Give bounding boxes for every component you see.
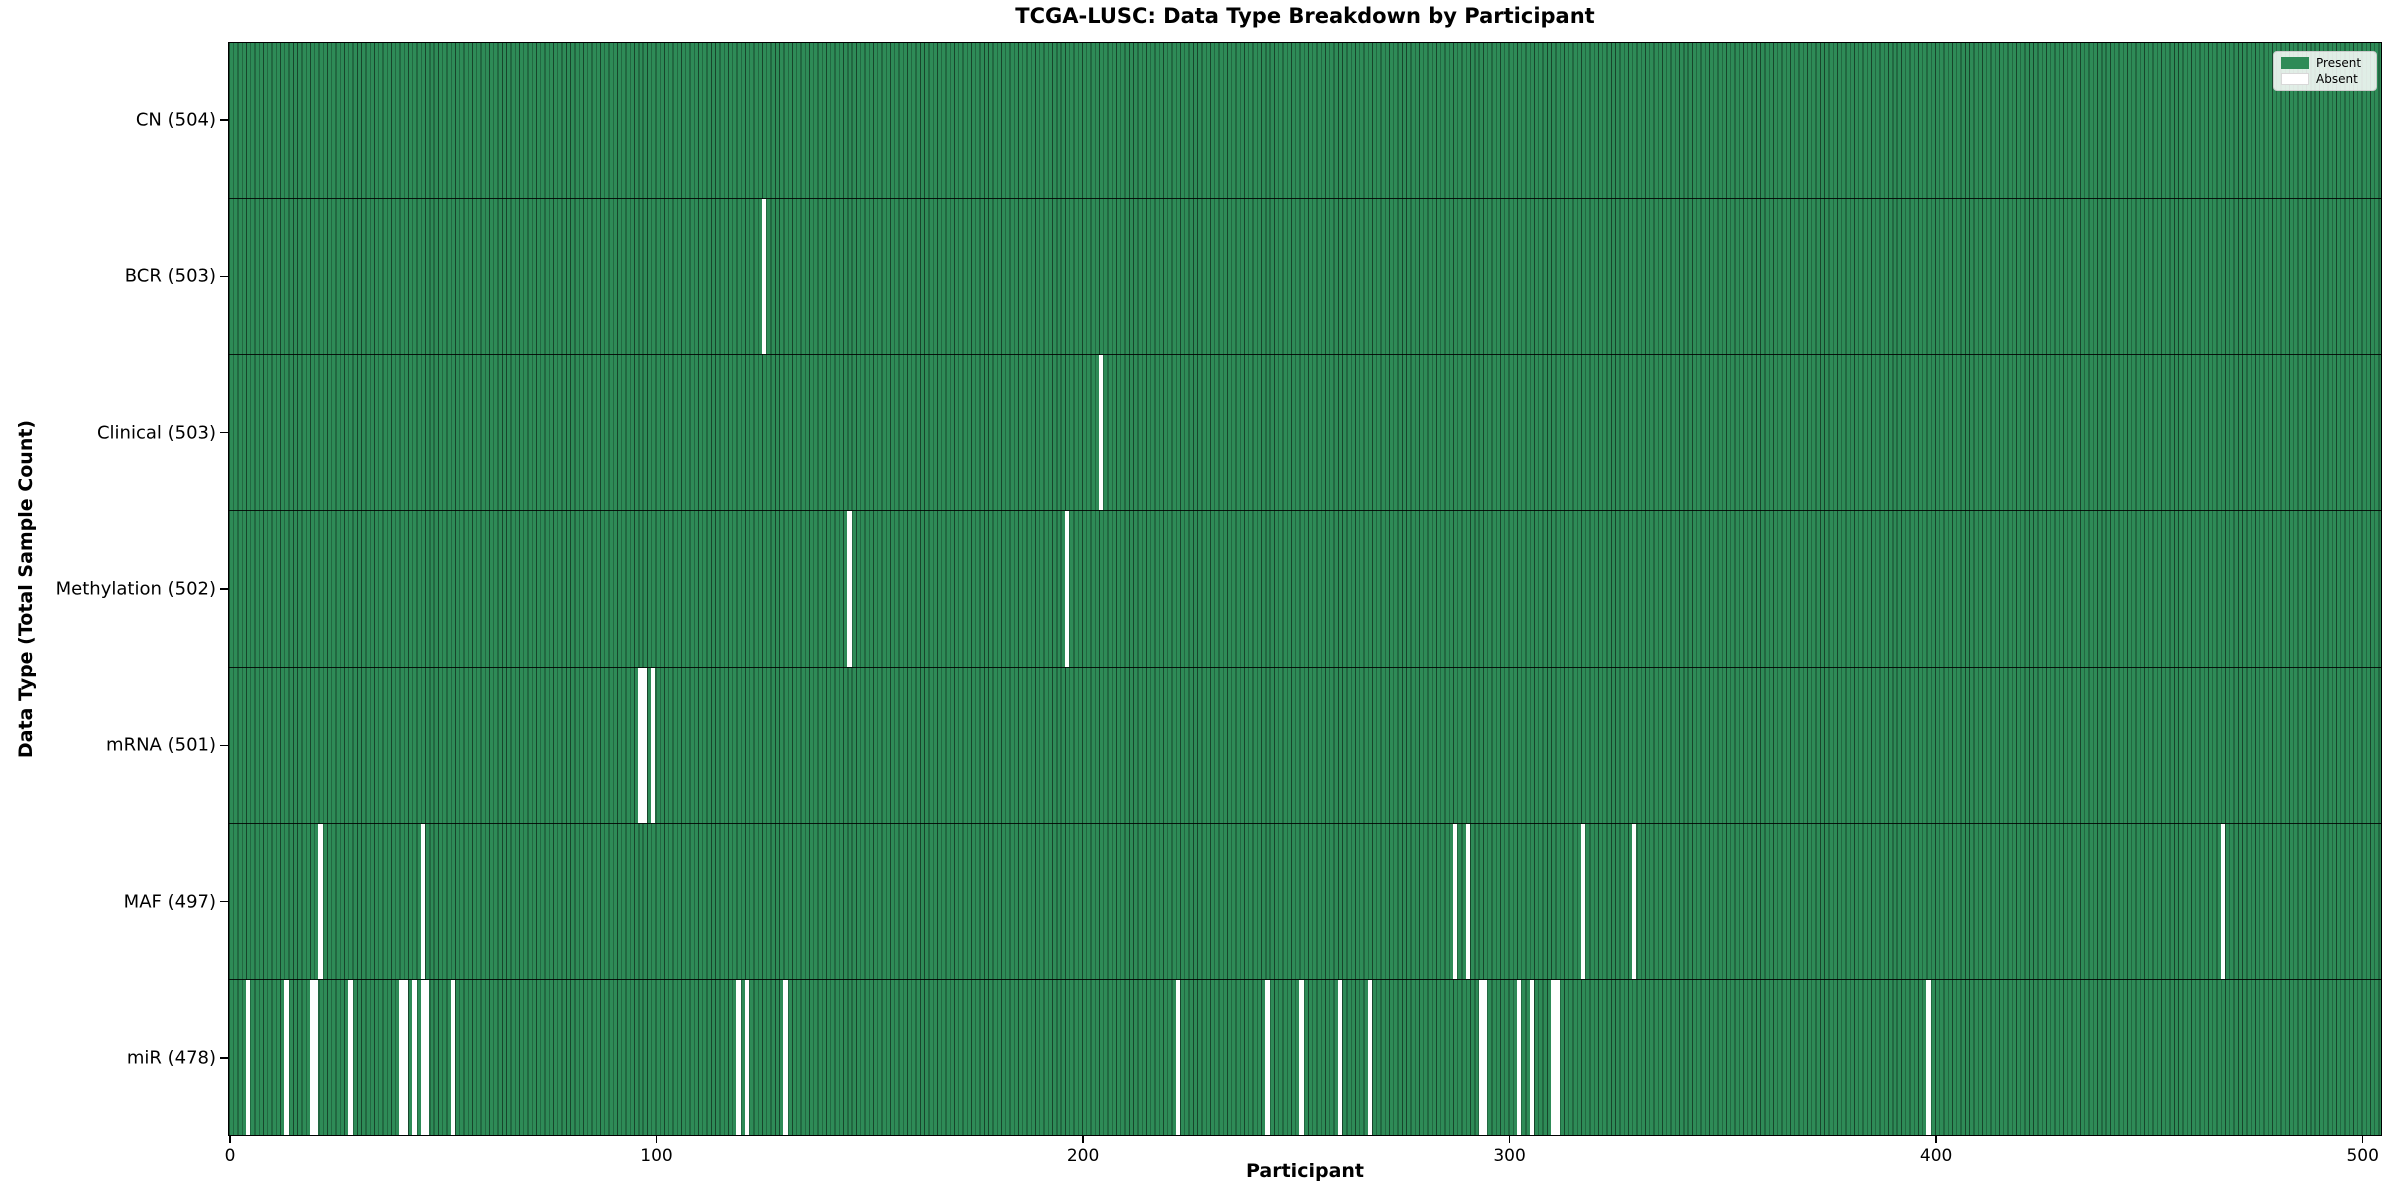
x-axis-title: Participant <box>1245 1160 1365 1182</box>
x-tick-mark <box>1508 1136 1511 1143</box>
legend-item-present: Present <box>2281 57 2369 69</box>
absent-stripe-MAF-287 <box>1453 823 1458 979</box>
x-tick-label-400: 400 <box>1919 1146 1953 1166</box>
y-tick-mark <box>220 275 228 278</box>
absent-stripe-mRNA-97 <box>642 667 647 823</box>
y-tick-label-Methylation: Methylation (502) <box>55 578 216 600</box>
absent-stripe-miR-28 <box>348 979 353 1135</box>
absent-stripe-miR-19 <box>309 979 315 1135</box>
present-swatch-icon <box>2281 57 2309 69</box>
absent-stripe-miR-267 <box>1367 979 1372 1135</box>
heatmap-row-Methylation <box>229 511 2381 668</box>
y-tick-mark <box>220 431 228 434</box>
y-tick-mark <box>220 900 228 903</box>
y-tick-label-BCR: BCR (503) <box>124 265 216 287</box>
absent-stripe-miR-243 <box>1265 979 1270 1135</box>
absent-stripe-miR-310 <box>1551 979 1556 1135</box>
y-tick-mark <box>220 119 228 121</box>
absent-stripe-MAF-21 <box>318 823 323 979</box>
absent-swatch-icon <box>2281 73 2309 85</box>
absent-stripe-miR-20 <box>314 979 319 1135</box>
absent-stripe-miR-13 <box>284 979 289 1135</box>
x-tick-label-100: 100 <box>640 1146 673 1166</box>
y-tick-label-CN: CN (504) <box>135 109 216 131</box>
absent-stripe-miR-43 <box>412 979 417 1135</box>
x-tick-mark <box>1082 1136 1084 1143</box>
absent-stripe-MAF-290 <box>1465 823 1471 979</box>
absent-stripe-miR-121 <box>744 979 750 1135</box>
absent-stripe-miR-46 <box>425 979 430 1135</box>
x-tick-label-300: 300 <box>1493 1146 1526 1166</box>
x-tick-mark <box>1935 1136 1937 1143</box>
x-tick-mark <box>229 1136 231 1143</box>
absent-stripe-miR-251 <box>1299 979 1304 1135</box>
absent-stripe-miR-294 <box>1482 979 1488 1135</box>
heatmap-row-MAF <box>229 823 2381 980</box>
absent-stripe-BCR-125 <box>762 199 767 355</box>
absent-stripe-MAF-317 <box>1580 823 1586 979</box>
absent-stripe-Methylation-196 <box>1064 511 1070 667</box>
y-axis-title: Data Type (Total Sample Count) <box>15 419 37 759</box>
legend-label-present: Present <box>2316 56 2362 70</box>
absent-stripe-Methylation-145 <box>847 511 852 667</box>
absent-stripe-miR-222 <box>1175 979 1181 1135</box>
absent-stripe-miR-130 <box>783 979 788 1135</box>
absent-stripe-MAF-45 <box>420 823 426 979</box>
heatmap-row-CN <box>229 43 2381 200</box>
heatmap-row-Clinical <box>229 355 2381 512</box>
legend-item-absent: Absent <box>2281 73 2369 85</box>
x-tick-label-500: 500 <box>2346 1146 2379 1166</box>
chart-title: TCGA-LUSC: Data Type Breakdown by Partic… <box>1015 4 1595 28</box>
absent-stripe-miR-45 <box>420 979 426 1135</box>
y-tick-label-Clinical: Clinical (503) <box>96 422 216 444</box>
heatmap-rows <box>229 43 2381 1135</box>
absent-stripe-miR-260 <box>1337 979 1343 1135</box>
absent-stripe-miR-305 <box>1529 979 1535 1135</box>
absent-stripe-miR-119 <box>736 979 741 1135</box>
x-tick-mark <box>655 1136 658 1143</box>
absent-stripe-miR-4 <box>245 979 251 1135</box>
y-tick-mark <box>220 744 228 747</box>
absent-stripe-miR-40 <box>399 979 404 1135</box>
absent-stripe-MAF-467 <box>2220 823 2226 979</box>
y-tick-label-miR: miR (478) <box>126 1047 216 1069</box>
absent-stripe-miR-41 <box>403 979 408 1135</box>
legend-label-absent: Absent <box>2316 72 2358 86</box>
absent-stripe-miR-398 <box>1926 979 1931 1135</box>
plot-area: Present Absent <box>228 42 2382 1136</box>
y-tick-mark <box>220 1057 228 1059</box>
legend: Present Absent <box>2273 51 2377 91</box>
heatmap-row-miR <box>229 979 2381 1135</box>
y-tick-label-mRNA: mRNA (501) <box>106 734 216 756</box>
absent-stripe-miR-311 <box>1555 979 1560 1135</box>
absent-stripe-mRNA-96 <box>638 667 643 823</box>
y-tick-mark <box>220 588 228 590</box>
absent-stripe-Clinical-204 <box>1098 355 1104 511</box>
absent-stripe-miR-302 <box>1517 979 1522 1135</box>
x-tick-label-0: 0 <box>224 1146 236 1166</box>
absent-stripe-mRNA-99 <box>651 667 656 823</box>
absent-stripe-miR-293 <box>1478 979 1483 1135</box>
x-tick-label-200: 200 <box>1066 1146 1100 1166</box>
absent-stripe-miR-52 <box>450 979 455 1135</box>
heatmap-row-mRNA <box>229 667 2381 824</box>
y-tick-label-MAF: MAF (497) <box>123 891 216 913</box>
x-tick-mark <box>2361 1136 2364 1143</box>
heatmap-row-BCR <box>229 199 2381 356</box>
absent-stripe-MAF-329 <box>1632 823 1637 979</box>
